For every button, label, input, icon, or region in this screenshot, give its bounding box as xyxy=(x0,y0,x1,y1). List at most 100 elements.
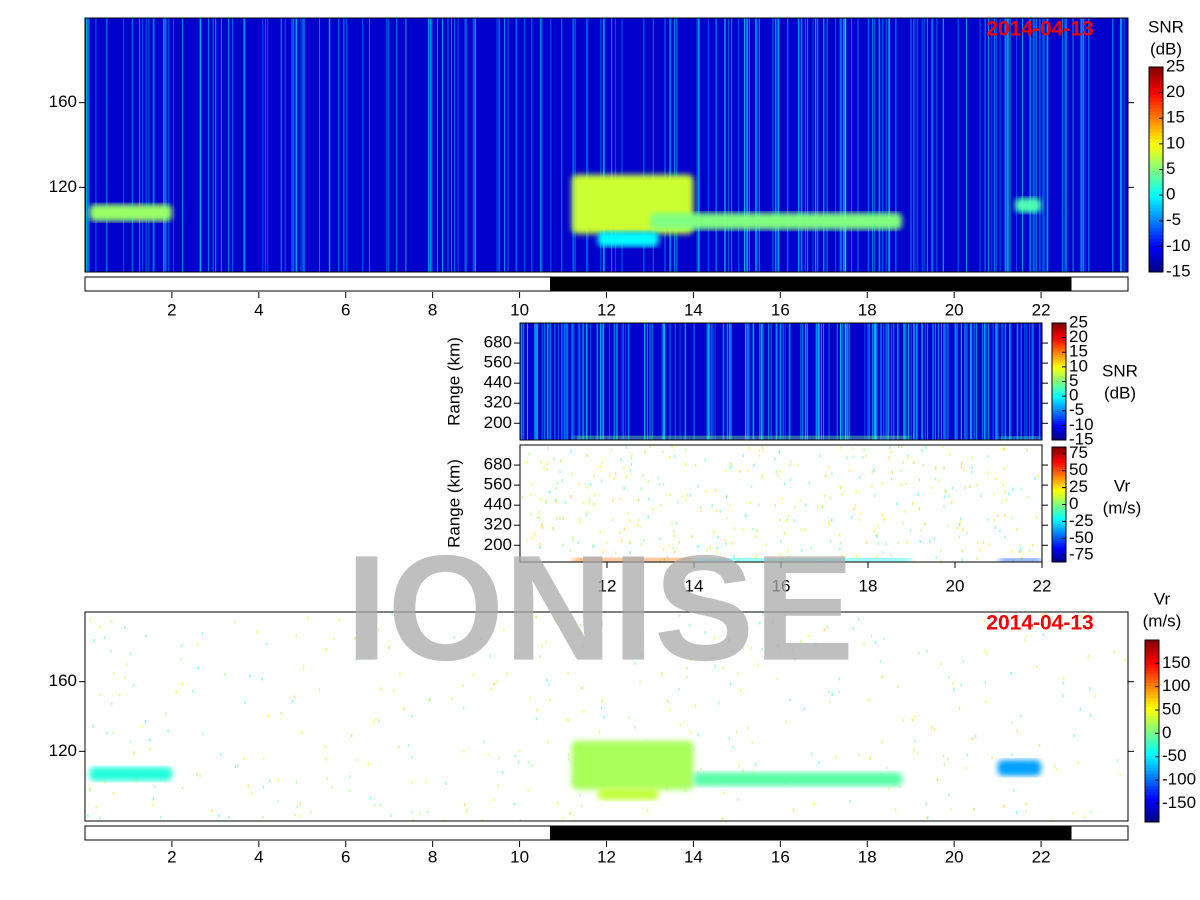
noise-dot xyxy=(628,519,631,523)
colorbar-step xyxy=(1052,365,1066,369)
noise-dot xyxy=(307,616,309,620)
noise-dot xyxy=(153,785,156,789)
noise-dot xyxy=(578,517,581,521)
noise-dot xyxy=(556,516,558,520)
noise-dot xyxy=(911,718,914,722)
noise-dot xyxy=(557,481,559,485)
colorbar-step xyxy=(1145,788,1159,793)
noise-dot xyxy=(588,501,591,505)
noise-dot xyxy=(774,457,776,461)
colorbar-step xyxy=(1145,685,1159,690)
colorbar-step xyxy=(1052,531,1066,534)
noise-dot xyxy=(555,500,558,504)
noise-dot xyxy=(399,672,401,676)
noise-dot xyxy=(647,479,650,483)
noise-dot xyxy=(553,617,556,621)
colorbar-step xyxy=(1052,447,1066,450)
x-tick-label: 10 xyxy=(510,847,529,866)
noise-dot xyxy=(1018,550,1021,554)
colorbar-step xyxy=(1052,521,1066,525)
noise-dot xyxy=(948,675,950,679)
noise-dot xyxy=(1062,681,1065,685)
noise-dot xyxy=(129,740,132,744)
colorbar-step xyxy=(1052,416,1066,420)
noise-dot xyxy=(547,740,549,744)
y-tick-label: 200 xyxy=(484,413,512,432)
noise-dot xyxy=(625,446,628,450)
noise-dot xyxy=(789,463,791,467)
noise-dot xyxy=(525,460,528,464)
noise-dot xyxy=(827,519,830,523)
noise-dot xyxy=(610,448,613,452)
noise-dot xyxy=(567,671,569,675)
noise-dot xyxy=(1035,516,1038,520)
colorbar-step xyxy=(1052,348,1066,351)
colorbar-tick-label: 25 xyxy=(1069,312,1088,331)
colorbar-step xyxy=(1052,483,1066,486)
noise-dot xyxy=(808,481,811,485)
noise-dot xyxy=(902,521,904,525)
noise-dot xyxy=(877,524,879,528)
noise-dot xyxy=(953,688,955,692)
noise-dot xyxy=(872,468,875,472)
noise-dot xyxy=(199,774,201,778)
colorbar-step xyxy=(1145,670,1159,674)
noise-dot xyxy=(666,555,669,559)
plot-frame xyxy=(519,322,1043,441)
noise-dot xyxy=(917,507,920,511)
noise-dot xyxy=(779,552,781,556)
noise-dot xyxy=(685,498,688,502)
noise-dot xyxy=(774,503,776,507)
noise-dot xyxy=(697,733,700,737)
x-tick-label: 12 xyxy=(597,847,616,866)
x-tick-label: 12 xyxy=(597,300,616,319)
noise-dot xyxy=(675,521,678,525)
colorbar-step xyxy=(1052,550,1066,553)
colorbar-tick-label: 50 xyxy=(1069,460,1088,479)
colorbar-step xyxy=(1052,383,1066,386)
noise-dot xyxy=(1011,549,1013,553)
noise-dot xyxy=(879,660,882,664)
colorbar-tick-label: 20 xyxy=(1069,327,1088,346)
noise-dot xyxy=(877,541,880,545)
noise-dot xyxy=(299,802,301,806)
noise-dot xyxy=(1026,448,1028,452)
colorbar-step xyxy=(1052,535,1066,538)
colorbar-step xyxy=(1149,186,1163,191)
noise-dot xyxy=(783,482,786,486)
y-tick-label: 320 xyxy=(484,515,512,534)
noise-dot xyxy=(619,530,621,534)
noise-dot xyxy=(876,532,879,536)
colorbar-step xyxy=(1149,138,1163,143)
noise-dot xyxy=(868,698,871,702)
noise-dot xyxy=(778,449,780,453)
colorbar-step xyxy=(1145,764,1159,768)
colorbar-step xyxy=(1149,155,1163,160)
noise-dot xyxy=(256,630,259,634)
noise-dot xyxy=(947,524,949,528)
noise-dot xyxy=(922,464,925,468)
noise-dot xyxy=(755,555,757,559)
noise-dot xyxy=(669,493,671,497)
noise-dot xyxy=(984,681,987,685)
noise-dot xyxy=(112,731,115,735)
noise-dot xyxy=(788,555,790,559)
noise-dot xyxy=(104,780,106,784)
colorbar-step xyxy=(1145,727,1159,732)
noise-dot xyxy=(891,470,893,474)
colorbar-step xyxy=(1145,643,1159,647)
noise-dot xyxy=(560,459,562,463)
noise-dot xyxy=(1054,621,1057,625)
noise-dot xyxy=(630,462,633,466)
noise-dot xyxy=(1025,809,1027,813)
noise-dot xyxy=(964,486,966,490)
noise-dot xyxy=(968,484,971,488)
colorbar-tick-label: 20 xyxy=(1166,82,1185,101)
noise-dot xyxy=(588,631,590,635)
colorbar-step xyxy=(1052,554,1066,557)
noise-dot xyxy=(598,730,601,734)
noise-dot xyxy=(489,654,491,658)
colorbar-step xyxy=(1145,818,1159,823)
noise-dot xyxy=(578,482,580,486)
noise-dot xyxy=(514,754,517,758)
